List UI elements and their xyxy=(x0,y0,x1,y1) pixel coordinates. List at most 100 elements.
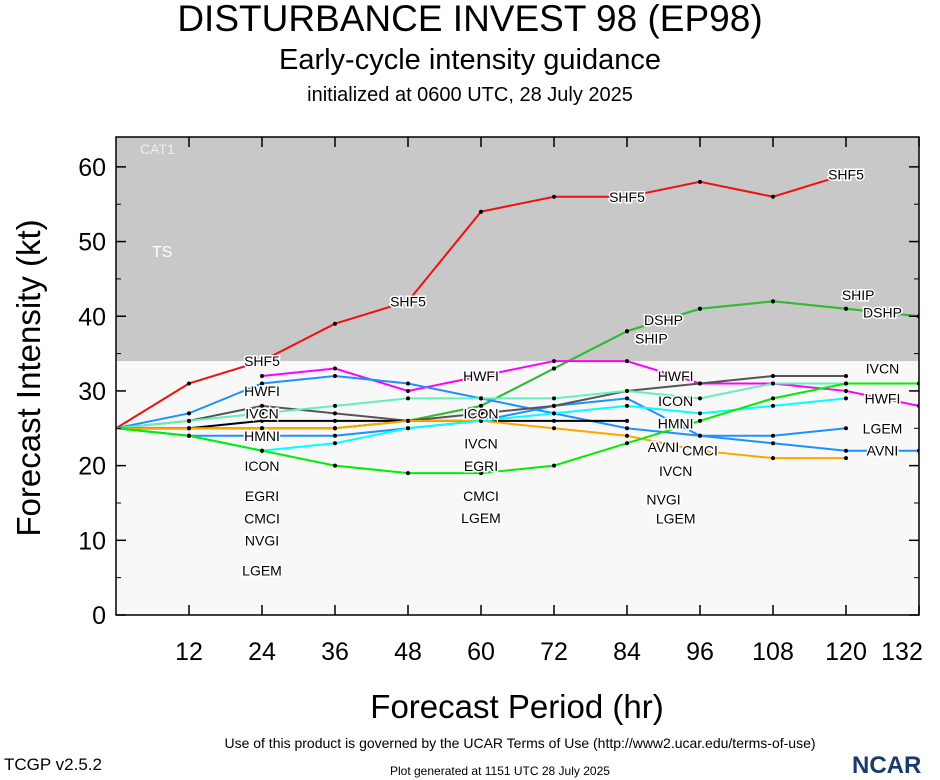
series-label-lgem: LGEM xyxy=(242,563,282,579)
terms-text: Use of this product is governed by the U… xyxy=(224,735,816,751)
data-point-hwfi xyxy=(625,359,629,364)
data-point-lgem xyxy=(406,471,410,476)
series-label-shf5: SHF5 xyxy=(390,293,426,309)
series-label-ship: SHIP xyxy=(842,287,875,303)
data-point-icon xyxy=(479,411,483,416)
data-point-ship xyxy=(771,299,775,304)
data-point-nvgi xyxy=(698,411,702,416)
data-point-hwfi xyxy=(844,388,848,393)
data-point-lgem xyxy=(187,433,191,438)
x-tick-label: 36 xyxy=(321,638,349,666)
x-tick-label: 84 xyxy=(613,638,641,666)
data-point-ivcn xyxy=(479,396,483,401)
series-label-ship: SHIP xyxy=(635,331,668,347)
data-point-egri xyxy=(625,418,629,423)
series-label-dshp: DSHP xyxy=(644,312,683,328)
x-tick-label: 48 xyxy=(394,638,422,666)
data-point-hmni xyxy=(260,433,264,438)
x-tick-label: 132 xyxy=(881,638,923,666)
data-point-shf5 xyxy=(187,381,191,386)
data-point-lgem xyxy=(771,396,775,401)
data-point-shf5 xyxy=(552,194,556,199)
data-point-cmci xyxy=(625,433,629,438)
series-label-hwfi: HWFI xyxy=(658,368,694,384)
data-point-ivcn xyxy=(406,396,410,401)
data-point-shf5 xyxy=(406,299,410,304)
data-point-ship xyxy=(552,366,556,371)
data-point-hwfi xyxy=(406,388,410,393)
data-point-avni xyxy=(333,374,337,378)
data-point-icon xyxy=(771,374,775,378)
y-tick-label: 40 xyxy=(78,303,106,331)
data-point-shf5 xyxy=(260,359,264,364)
band-label-cat1: CAT1 xyxy=(140,141,175,157)
data-point-cmci xyxy=(187,426,191,431)
series-label-hwfi: HWFI xyxy=(244,383,280,399)
data-point-hmni xyxy=(333,433,337,438)
data-point-icon xyxy=(552,403,556,408)
data-point-hmni xyxy=(771,433,775,438)
data-point-ship xyxy=(625,329,629,334)
series-line-lgem xyxy=(116,382,919,475)
data-point-cmci xyxy=(406,418,410,423)
data-point-hwfi xyxy=(479,374,483,378)
data-point-cmci xyxy=(698,448,702,453)
series-label-avni: AVNI xyxy=(648,439,680,455)
data-point-nvgi xyxy=(844,396,848,401)
data-point-lgem xyxy=(552,463,556,468)
y-tick-label: 60 xyxy=(78,154,106,182)
data-point-nvgi xyxy=(479,418,483,423)
data-point-ship xyxy=(844,306,848,311)
data-point-avni xyxy=(625,426,629,431)
data-point-ship xyxy=(698,306,702,311)
data-point-nvgi xyxy=(333,441,337,446)
y-tick-label: 20 xyxy=(78,453,106,481)
data-point-shf5 xyxy=(625,194,629,199)
data-point-lgem xyxy=(479,471,483,476)
series-label-icon: ICON xyxy=(464,405,499,421)
series-label-egri: EGRI xyxy=(464,458,498,474)
data-point-hwfi xyxy=(333,366,337,371)
series-label-lgem: LGEM xyxy=(863,420,903,436)
series-label-ivcn: IVCN xyxy=(464,435,497,451)
data-point-cmci xyxy=(260,426,264,431)
data-point-shf5 xyxy=(844,172,848,177)
series-label-nvgi: NVGI xyxy=(245,533,279,549)
data-point-icon xyxy=(698,381,702,386)
x-axis-label: Forecast Period (hr) xyxy=(370,688,663,725)
data-point-icon xyxy=(844,374,848,378)
series-label-nvgi: NVGI xyxy=(646,492,680,508)
data-point-avni xyxy=(844,448,848,453)
series-label-hwfi: HWFI xyxy=(865,390,901,406)
data-point-hmni xyxy=(625,396,629,401)
data-point-nvgi xyxy=(406,426,410,431)
series-line-ivcn xyxy=(116,382,919,430)
series-label-lgem: LGEM xyxy=(461,510,501,526)
data-point-nvgi xyxy=(625,403,629,408)
series-label-ivcn: IVCN xyxy=(866,360,899,376)
data-point-ivcn xyxy=(187,418,191,423)
data-point-hwfi xyxy=(552,359,556,364)
series-label-icon: ICON xyxy=(658,393,693,409)
x-tick-label: 12 xyxy=(175,638,203,666)
data-point-ivcn xyxy=(698,396,702,401)
data-point-lgem xyxy=(844,381,848,386)
data-point-cmci xyxy=(844,456,848,461)
data-point-egri xyxy=(333,418,337,423)
data-point-lgem xyxy=(260,448,264,453)
series-label-cmci: CMCI xyxy=(244,510,280,526)
data-point-shf5 xyxy=(333,321,337,326)
data-point-ivcn xyxy=(333,403,337,408)
series-line-avni xyxy=(116,374,919,452)
data-point-icon xyxy=(260,403,264,408)
data-point-hmni xyxy=(844,426,848,431)
plot-frame xyxy=(115,136,920,616)
data-point-ivcn xyxy=(552,396,556,401)
data-point-cmci xyxy=(771,456,775,461)
data-point-cmci xyxy=(552,426,556,431)
data-point-nvgi xyxy=(552,411,556,416)
data-point-avni xyxy=(771,441,775,446)
band-label-ts: TS xyxy=(152,244,172,261)
series-label-hwfi: HWFI xyxy=(463,368,499,384)
series-label-ivcn: IVCN xyxy=(659,463,692,479)
